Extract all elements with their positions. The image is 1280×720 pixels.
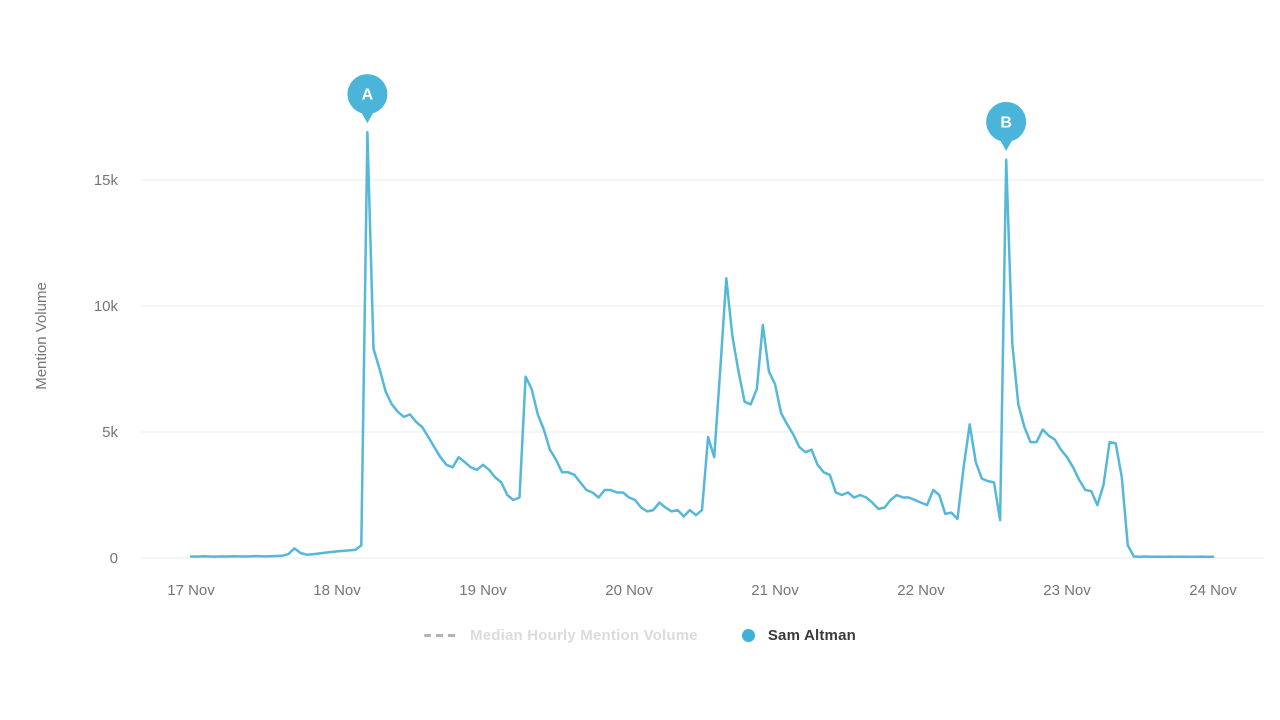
y-axis-title: Mention Volume [33,282,50,390]
marker-circle [986,101,1027,142]
x-tick-label-20-nov: 20 Nov [605,582,653,599]
legend-item-sam-altman[interactable]: Sam Altman [741,627,856,644]
y-tick-label-0: 0 [110,550,118,567]
x-tick-label-17-nov: 17 Nov [167,582,215,599]
chart-canvas: 0 5k 10k 15k 17 Nov 18 Nov 19 Nov 20 Nov 21 Nov 2… [33,74,1264,599]
legend-median-label: Median Hourly Mention Volume [470,627,698,644]
y-tick-label-10k: 10k [94,298,119,315]
y-tick-label-5k: 5k [102,424,118,441]
dashed-line-icon [424,634,457,637]
annotation-marker-a[interactable]: A [347,74,388,124]
legend-series-label: Sam Altman [767,627,856,644]
legend-item-median[interactable]: Median Hourly Mention Volume [424,627,698,644]
x-tick-label-19-nov: 19 Nov [459,582,507,599]
series-dot-icon [741,629,755,642]
x-tick-label-23-nov: 23 Nov [1043,582,1091,599]
x-tick-label-22-nov: 22 Nov [897,582,945,599]
x-tick-label-18-nov: 18 Nov [313,582,361,599]
marker-letter-a: A [362,87,374,104]
marker-letter-b: B [1000,114,1012,131]
x-tick-label-24-nov: 24 Nov [1189,582,1237,599]
y-tick-label-15k: 15k [94,172,119,189]
series-line-sam-altman [189,130,1215,558]
x-tick-label-21-nov: 21 Nov [751,582,799,599]
annotation-marker-b[interactable]: B [986,101,1027,151]
marker-circle [347,74,388,115]
chart-legend: Median Hourly Mention Volume Sam Altman [0,627,1280,644]
